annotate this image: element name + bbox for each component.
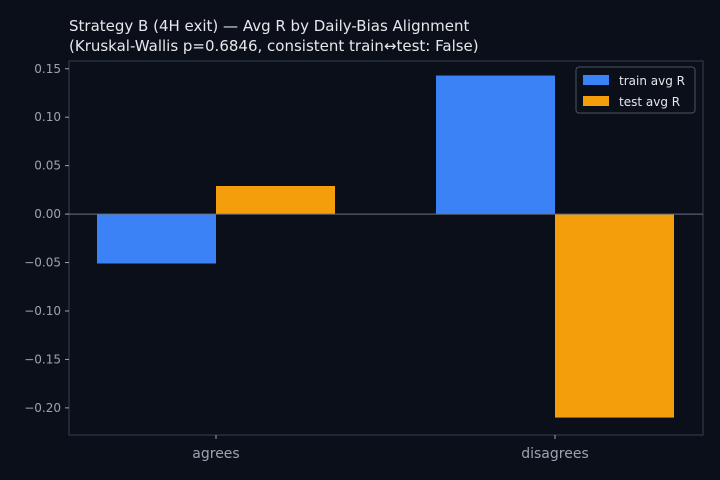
y-tick-label: 0.05 — [34, 159, 61, 173]
bar-test-avg-r-agrees — [216, 185, 335, 215]
y-tick-label: 0.00 — [34, 207, 61, 221]
y-tick-label: −0.15 — [24, 352, 61, 366]
y-tick-label: −0.05 — [24, 256, 61, 270]
legend-swatch — [583, 75, 609, 85]
chart-title: Strategy B (4H exit) — Avg R by Daily-Bi… — [69, 17, 469, 35]
legend-swatch — [583, 96, 609, 106]
y-tick-label: 0.15 — [34, 62, 61, 76]
y-tick-label: −0.20 — [24, 401, 61, 415]
x-tick-label: disagrees — [521, 446, 589, 462]
y-tick-label: −0.10 — [24, 304, 61, 318]
legend-label: test avg R — [619, 95, 680, 109]
chart-subtitle: (Kruskal-Wallis p=0.6846, consistent tra… — [69, 37, 479, 55]
axes-frame — [68, 60, 704, 436]
plot-area: 0.15 0.10 0.05 0.00 −0.05 −0.10 −0.15 −0.20 agre… — [24, 60, 704, 462]
bar-test-avg-r-disagrees — [555, 214, 674, 418]
x-tick-label: agrees — [192, 446, 239, 462]
legend-label: train avg R — [619, 74, 685, 88]
y-tick-label: 0.10 — [34, 110, 61, 124]
bar-train-avg-r-agrees — [97, 214, 216, 264]
bar-train-avg-r-disagrees — [436, 75, 555, 215]
